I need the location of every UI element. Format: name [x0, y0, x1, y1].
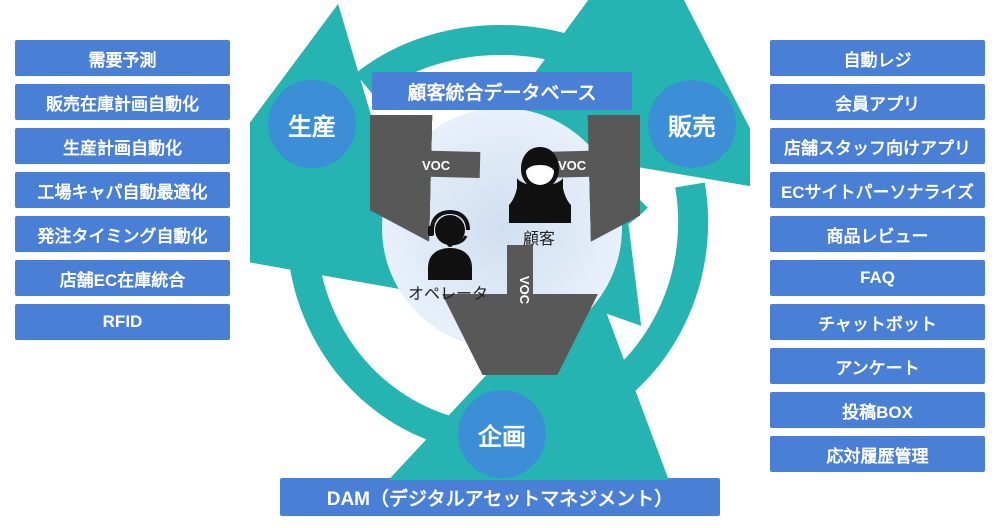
planning-item-dam: DAM（デジタルアセットマネジメント） — [280, 478, 720, 516]
right-item: 店舗スタッフ向けアプリ — [770, 128, 985, 164]
production-items-column: 需要予測 販売在庫計画自動化 生産計画自動化 工場キャパ自動最適化 発注タイミン… — [15, 40, 230, 348]
right-item: 応対履歴管理 — [770, 436, 985, 472]
node-sales: 販売 — [648, 80, 736, 168]
svg-text:VOC: VOC — [517, 276, 532, 305]
right-item: ECサイトパーソナライズ — [770, 172, 985, 208]
customer-label: 顧客 — [523, 225, 555, 249]
left-item: 販売在庫計画自動化 — [15, 84, 230, 120]
left-item: 店舗EC在庫統合 — [15, 260, 230, 296]
left-item: 生産計画自動化 — [15, 128, 230, 164]
operator-label: オペレータ — [408, 280, 488, 304]
left-item: 工場キャパ自動最適化 — [15, 172, 230, 208]
right-item: 自動レジ — [770, 40, 985, 76]
left-item: 需要予測 — [15, 40, 230, 76]
right-item: 投稿BOX — [770, 392, 985, 428]
node-planning: 企画 — [458, 390, 546, 478]
sales-items-column: 自動レジ 会員アプリ 店舗スタッフ向けアプリ ECサイトパーソナライズ 商品レビ… — [770, 40, 985, 480]
svg-text:VOC: VOC — [422, 158, 451, 173]
left-item: 発注タイミング自動化 — [15, 216, 230, 252]
left-item: RFID — [15, 304, 230, 340]
node-production: 生産 — [268, 80, 356, 168]
right-item: FAQ — [770, 260, 985, 296]
right-item: チャットボット — [770, 304, 985, 340]
right-item: 商品レビュー — [770, 216, 985, 252]
right-item: 会員アプリ — [770, 84, 985, 120]
customer-icon — [505, 145, 575, 223]
right-item: アンケート — [770, 348, 985, 384]
center-title-customer-db: 顧客統合データベース — [372, 72, 632, 110]
operator-icon — [418, 208, 482, 280]
